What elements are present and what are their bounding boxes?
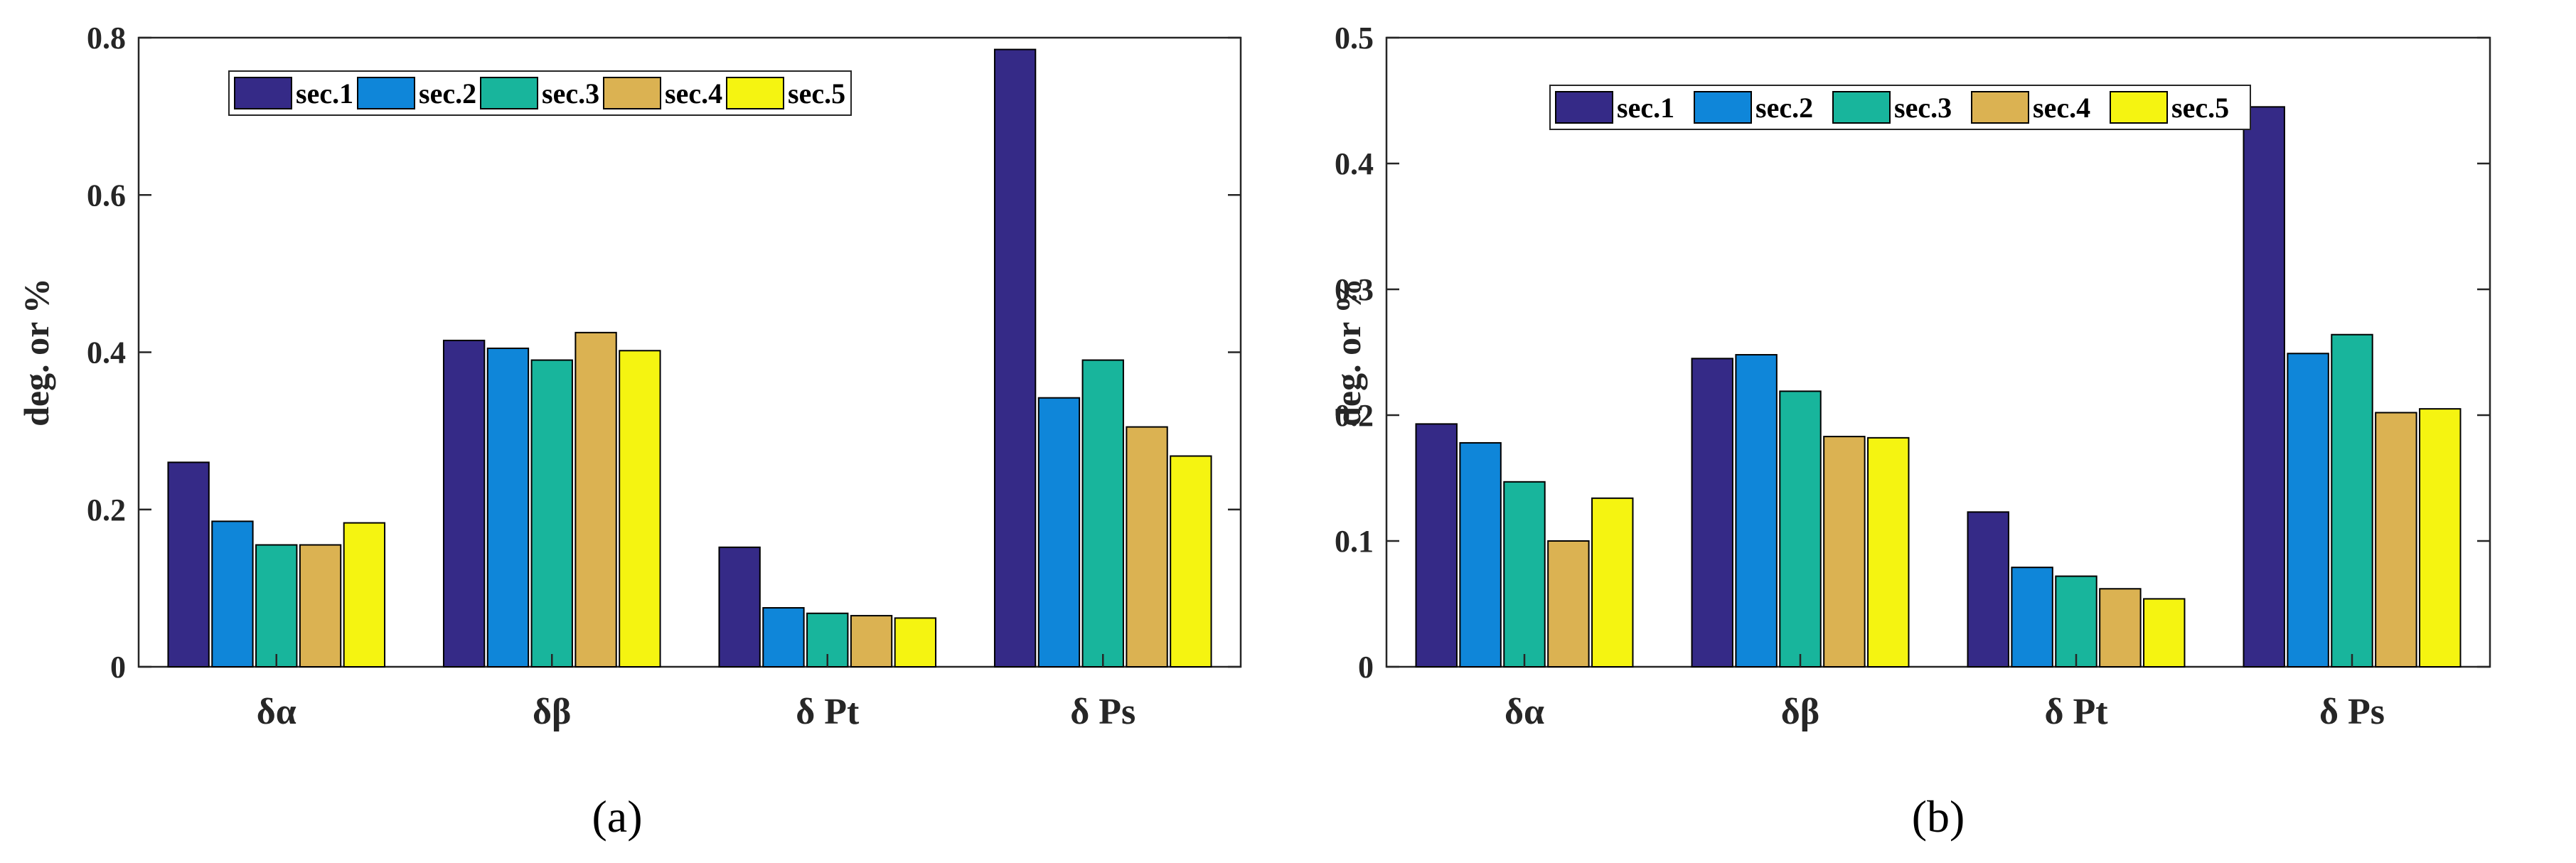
- bar-sec2-cat1: [211, 520, 254, 668]
- bar-sec4-cat4: [2375, 412, 2417, 668]
- x-tick-label: δα: [1505, 692, 1544, 732]
- y-axis-label: deg. or %: [1328, 278, 1368, 427]
- y-tick-label: 0.5: [1335, 21, 1374, 55]
- chart-panel-b: 0 0.1 0.2 0.3 0.4 0.5 deg. or % δα δβ δ Pt δ Ps sec…: [1328, 21, 2491, 842]
- bar-sec5-cat2: [1867, 436, 1910, 668]
- bar-sec2-cat4: [1037, 397, 1081, 668]
- bar-sec1-cat2: [442, 339, 486, 668]
- bar-sec5-cat3: [2143, 598, 2186, 668]
- y-tick-label: 0: [1358, 650, 1374, 685]
- bar-sec2-cat4: [2287, 353, 2329, 668]
- legend-swatch: [1971, 91, 2029, 124]
- bar-sec2-cat1: [1459, 441, 1502, 668]
- x-tick-label: δ Pt: [796, 692, 860, 732]
- legend-label: sec.3: [1894, 92, 1952, 124]
- panel-caption: (b): [1912, 791, 1965, 842]
- legend-swatch: [480, 77, 538, 109]
- bar-sec1-cat3: [1967, 511, 2009, 668]
- x-tick-label: δβ: [1781, 692, 1819, 732]
- y-tick-label: 0.3: [1335, 272, 1374, 307]
- legend-swatch: [2110, 91, 2168, 124]
- legend: sec.1 sec.2 sec.3 sec.4 sec.5: [1549, 85, 2251, 130]
- y-tick-label: 0.2: [87, 493, 126, 527]
- bar-sec3-cat3: [2055, 575, 2097, 668]
- y-tick-label: 0.4: [1335, 146, 1374, 181]
- bar-sec2-cat2: [486, 347, 530, 668]
- legend-label: sec.5: [788, 77, 845, 109]
- legend-swatch: [1694, 91, 1752, 124]
- y-tick-label: 0.1: [1335, 524, 1374, 559]
- bar-sec5-cat2: [619, 350, 661, 668]
- y-tick-label: 0.6: [87, 178, 126, 213]
- bar-sec3-cat2: [530, 359, 573, 668]
- x-tick-label: δ Ps: [2319, 692, 2385, 732]
- panel-caption: (a): [592, 791, 642, 842]
- x-tick-label: δβ: [533, 692, 571, 732]
- x-tick-label: δ Pt: [2044, 692, 2108, 732]
- bar-sec2-cat2: [1735, 354, 1778, 668]
- bar-sec1-cat4: [993, 48, 1037, 668]
- legend-label: sec.4: [665, 77, 722, 109]
- legend-swatch: [726, 77, 784, 109]
- bar-sec4-cat2: [1823, 436, 1866, 668]
- axes-box: [1385, 36, 2491, 668]
- x-tick-label: δα: [257, 692, 296, 732]
- legend-label: sec.1: [1617, 92, 1674, 124]
- legend-swatch: [357, 77, 415, 109]
- y-tick-label: 0.8: [87, 21, 126, 55]
- bar-sec4-cat3: [850, 615, 893, 668]
- bar-sec5-cat1: [1591, 497, 1634, 668]
- bar-sec2-cat3: [762, 607, 805, 668]
- bar-sec3-cat4: [2331, 333, 2373, 668]
- legend-label: sec.5: [2171, 92, 2229, 124]
- bar-sec4-cat1: [299, 544, 342, 668]
- bar-sec1-cat1: [167, 461, 210, 668]
- legend-label: sec.3: [542, 77, 599, 109]
- bar-sec5-cat4: [2419, 408, 2462, 668]
- legend-label: sec.4: [2033, 92, 2090, 124]
- legend-label: sec.2: [419, 77, 476, 109]
- x-tick-label: δ Ps: [1070, 692, 1135, 732]
- bar-sec5-cat1: [343, 522, 386, 668]
- bar-sec2-cat3: [2011, 567, 2053, 668]
- bar-sec3-cat2: [1779, 390, 1822, 668]
- bar-sec1-cat3: [718, 546, 761, 668]
- bar-sec3-cat1: [255, 544, 298, 668]
- bar-sec3-cat4: [1081, 359, 1124, 668]
- y-tick-label: 0.4: [87, 336, 126, 370]
- y-axis-label: deg. or %: [16, 278, 56, 427]
- legend-label: sec.1: [296, 77, 353, 109]
- legend-swatch: [1832, 91, 1891, 124]
- y-tick-label: 0.2: [1335, 398, 1374, 433]
- bar-sec4-cat2: [574, 331, 617, 668]
- bar-sec1-cat2: [1691, 358, 1733, 668]
- bar-sec1-cat4: [2243, 106, 2285, 668]
- bar-sec5-cat3: [894, 617, 937, 668]
- legend: sec.1 sec.2 sec.3 sec.4 sec.5: [228, 70, 852, 116]
- y-tick-label: 0: [110, 650, 126, 685]
- bar-sec4-cat1: [1547, 540, 1590, 668]
- bar-sec5-cat4: [1170, 455, 1212, 668]
- legend-label: sec.2: [1755, 92, 1813, 124]
- bar-sec4-cat4: [1126, 426, 1168, 668]
- legend-swatch: [234, 77, 292, 109]
- legend-swatch: [603, 77, 661, 109]
- bar-sec1-cat1: [1415, 423, 1458, 668]
- bar-sec4-cat3: [2099, 588, 2142, 668]
- bar-sec3-cat1: [1503, 481, 1546, 668]
- legend-swatch: [1555, 91, 1613, 124]
